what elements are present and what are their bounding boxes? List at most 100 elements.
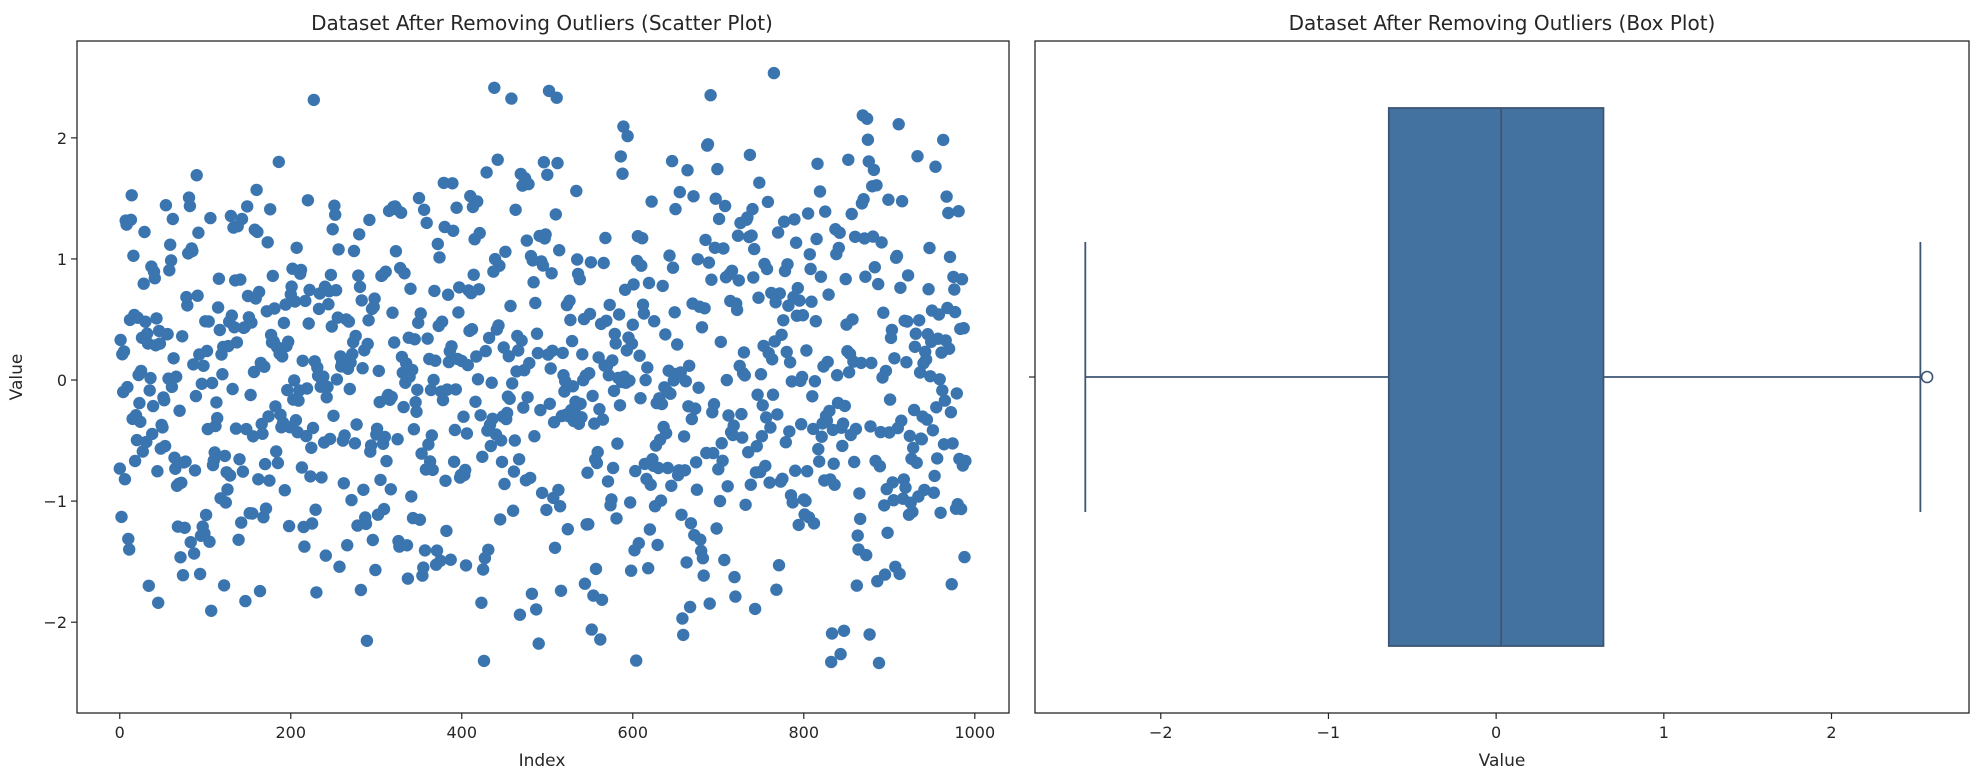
scatter-y-tick-label: 2 [57,129,67,148]
scatter-point [720,373,733,387]
scatter-point [322,298,335,311]
scatter-point [606,354,619,367]
scatter-point [714,335,727,349]
scatter-point [252,473,265,486]
scatter-point [895,195,909,208]
scatter-point [665,154,679,168]
scatter-point [506,377,519,390]
scatter-point [715,437,728,450]
scatter-point [221,483,234,496]
scatter-point [285,280,298,293]
scatter-point [881,526,894,539]
scatter-point [488,81,501,95]
scatter-point [494,513,507,526]
scatter-point [164,254,178,267]
scatter-point [341,539,354,552]
scatter-point [205,604,218,617]
scatter-point [470,350,483,363]
scatter-point [247,365,261,379]
scatter-point [301,194,315,207]
scatter-point [517,401,530,414]
scatter-point [292,394,305,407]
scatter-point [644,478,657,491]
scatter-point [570,184,583,198]
scatter-point [309,503,322,516]
scatter-point [633,349,646,362]
scatter-point [544,362,557,375]
scatter-point [186,244,199,258]
scatter-point [763,476,776,489]
scatter-point [350,418,363,431]
scatter-point [276,350,289,363]
scatter-point [931,452,944,465]
scatter-point [709,192,722,205]
scatter-point [759,459,772,473]
scatter-point [875,236,888,249]
scatter-point [838,399,851,413]
scatter-point [415,447,428,460]
scatter-point [911,150,924,163]
scatter-point [156,421,169,434]
scatter-point [807,517,821,530]
scatter-point [823,404,836,418]
scatter-point [730,303,744,317]
scatter-point [900,356,913,369]
scatter-point [735,407,748,421]
scatter-point [727,419,740,432]
scatter-point [867,163,881,177]
scatter-point [520,234,533,247]
scatter-point [140,327,154,340]
scatter-point [228,321,241,334]
scatter-point [594,633,607,646]
scatter-point [954,502,968,516]
scatter-point [566,380,580,393]
scatter-point [564,313,577,327]
scatter-point [121,380,134,394]
scatter-point [586,389,599,403]
scatter-panel: Dataset After Removing Outliers (Scatter… [7,11,1010,771]
scatter-point [809,315,822,328]
scatter-point [743,148,757,162]
scatter-point [385,390,398,404]
scatter-point [659,328,672,341]
scatter-point [561,523,574,536]
scatter-point [150,312,163,325]
scatter-point [408,333,421,346]
scatter-point [942,206,955,220]
scatter-point [652,461,665,475]
scatter-point [754,368,768,381]
scatter-point [677,430,691,443]
scatter-point [680,556,693,569]
scatter-point [151,465,164,478]
scatter-point [326,223,339,236]
scatter-point [279,298,292,311]
scatter-point [213,323,226,337]
scatter-point [890,249,904,263]
scatter-point [435,315,449,328]
scatter-point [751,388,764,401]
scatter-point [955,273,969,286]
scatter-point [505,92,518,105]
scatter-point [825,627,839,640]
scatter-point [938,394,952,407]
scatter-point [863,628,876,641]
scatter-point [810,232,823,246]
boxplot-x-tick-label: 1 [1659,723,1669,742]
scatter-point [211,301,225,314]
scatter-point [398,267,411,280]
scatter-point [356,362,369,375]
scatter-point [315,471,328,484]
scatter-point [450,201,463,214]
scatter-point [737,346,751,359]
scatter-point [537,156,551,169]
scatter-point [666,261,680,274]
scatter-point [842,153,855,166]
scatter-point [692,381,705,394]
scatter-point [414,307,427,320]
scatter-point [854,512,867,526]
scatter-point [928,469,941,483]
scatter-point [352,269,365,282]
scatter-point [353,280,367,294]
scatter-point [836,439,849,453]
scatter-point [114,333,127,347]
